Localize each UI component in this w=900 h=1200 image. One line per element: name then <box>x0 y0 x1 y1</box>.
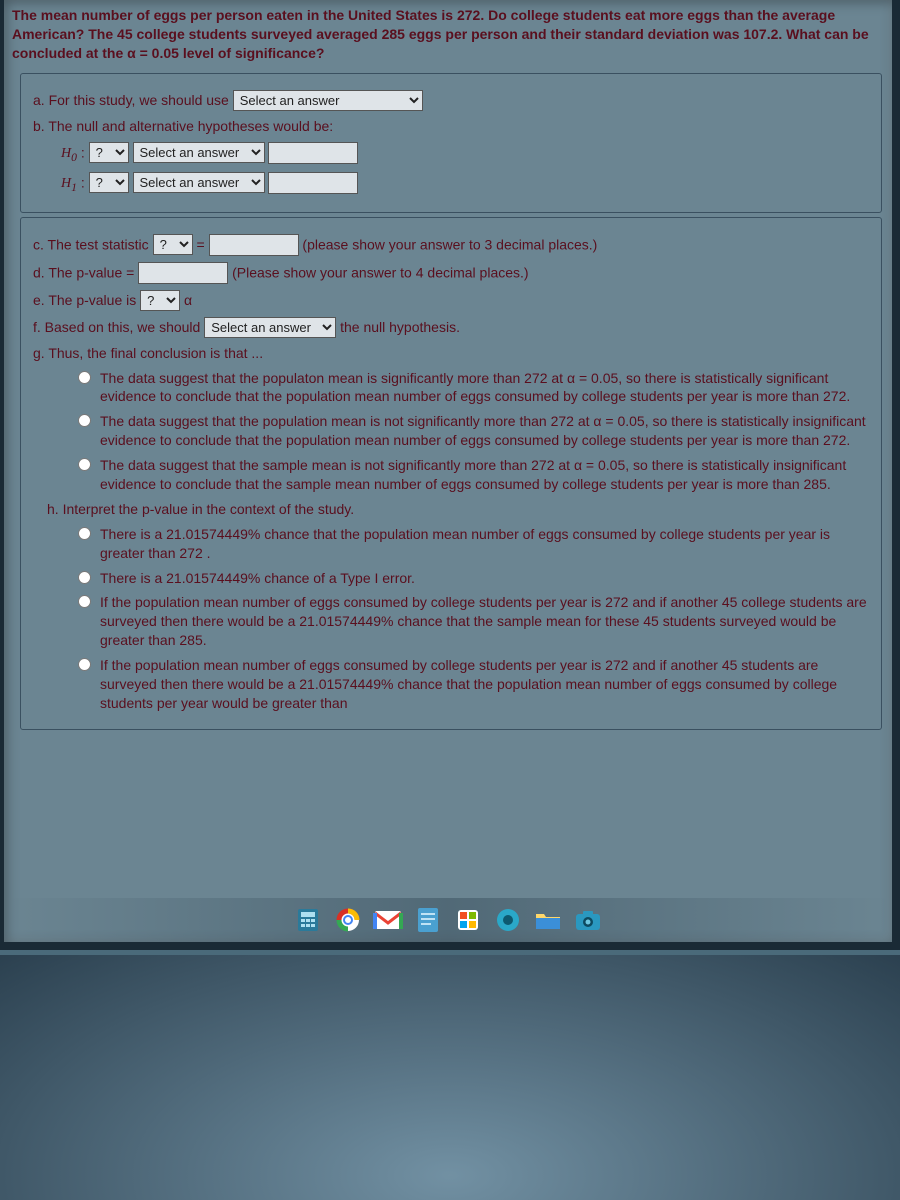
taskbar <box>4 898 892 942</box>
g-radio-1[interactable] <box>78 371 91 384</box>
notes-icon[interactable] <box>411 903 445 937</box>
h1-value-input[interactable] <box>268 172 358 194</box>
camera-icon[interactable] <box>571 903 605 937</box>
pvalue-compare-select[interactable]: ? <box>140 290 180 311</box>
decision-select[interactable]: Select an answer <box>204 317 336 338</box>
h-option-1[interactable]: There is a 21.01574449% chance that the … <box>73 525 869 563</box>
part-a-b-box: a. For this study, we should use Select … <box>20 73 882 213</box>
problem-statement: The mean number of eggs per person eaten… <box>12 6 884 63</box>
circle-icon[interactable] <box>491 903 525 937</box>
part-d-label: d. The p-value = <box>33 264 134 280</box>
h-option-2[interactable]: There is a 21.01574449% chance of a Type… <box>73 569 869 588</box>
test-stat-select[interactable]: ? <box>153 234 193 255</box>
g-option-3[interactable]: The data suggest that the sample mean is… <box>73 456 869 494</box>
office-icon[interactable] <box>451 903 485 937</box>
h0-param-select[interactable]: ? <box>89 142 129 163</box>
part-f-prefix: f. Based on this, we should <box>33 319 200 335</box>
h-label-4: If the population mean number of eggs co… <box>100 656 869 713</box>
g-label-3: The data suggest that the sample mean is… <box>100 456 869 494</box>
g-label-1: The data suggest that the populaton mean… <box>100 369 869 407</box>
part-a: a. For this study, we should use Select … <box>33 90 869 111</box>
gmail-icon[interactable] <box>371 903 405 937</box>
browser-icon[interactable] <box>331 903 365 937</box>
part-h-label: h. Interpret the p-value in the context … <box>47 500 869 519</box>
part-d-hint: (Please show your answer to 4 decimal pl… <box>232 264 528 280</box>
part-b-label: b. The null and alternative hypotheses w… <box>33 117 869 136</box>
part-g-label: g. Thus, the final conclusion is that ..… <box>33 344 869 363</box>
h1-row: H1 : ? Select an answer <box>61 172 869 196</box>
question-content: The mean number of eggs per person eaten… <box>4 0 892 730</box>
h-option-3[interactable]: If the population mean number of eggs co… <box>73 593 869 650</box>
equals-sign: = <box>196 236 204 252</box>
h1-symbol: H1 <box>61 176 77 191</box>
g-option-1[interactable]: The data suggest that the populaton mean… <box>73 369 869 407</box>
screen-glare <box>0 955 900 1200</box>
g-radio-3[interactable] <box>78 458 91 471</box>
part-c-hint: (please show your answer to 3 decimal pl… <box>302 236 597 252</box>
h-option-4[interactable]: If the population mean number of eggs co… <box>73 656 869 713</box>
h-radio-1[interactable] <box>78 527 91 540</box>
g-radio-2[interactable] <box>78 414 91 427</box>
part-e-label: e. The p-value is <box>33 292 136 308</box>
h-radio-3[interactable] <box>78 595 91 608</box>
h-label-1: There is a 21.01574449% chance that the … <box>100 525 869 563</box>
h-label-2: There is a 21.01574449% chance of a Type… <box>100 569 415 588</box>
calculator-icon[interactable] <box>291 903 325 937</box>
h-label-3: If the population mean number of eggs co… <box>100 593 869 650</box>
alpha-symbol: α <box>184 292 192 308</box>
h0-row: H0 : ? Select an answer <box>61 142 869 166</box>
h1-param-select[interactable]: ? <box>89 172 129 193</box>
app-window: The mean number of eggs per person eaten… <box>0 0 900 950</box>
g-label-2: The data suggest that the population mea… <box>100 412 869 450</box>
part-c-h-box: c. The test statistic ? = (please show y… <box>20 217 882 730</box>
part-c-label: c. The test statistic <box>33 236 149 252</box>
part-e: e. The p-value is ? α <box>33 290 869 311</box>
h-radio-4[interactable] <box>78 658 91 671</box>
pvalue-input[interactable] <box>138 262 228 284</box>
h-radio-2[interactable] <box>78 571 91 584</box>
h1-op-select[interactable]: Select an answer <box>133 172 265 193</box>
h0-op-select[interactable]: Select an answer <box>133 142 265 163</box>
test-stat-input[interactable] <box>209 234 299 256</box>
part-f-suffix: the null hypothesis. <box>340 319 460 335</box>
folder-icon[interactable] <box>531 903 565 937</box>
part-a-label: a. For this study, we should use <box>33 92 229 108</box>
part-d: d. The p-value = (Please show your answe… <box>33 262 869 284</box>
part-a-select[interactable]: Select an answer <box>233 90 423 111</box>
g-option-2[interactable]: The data suggest that the population mea… <box>73 412 869 450</box>
part-f: f. Based on this, we should Select an an… <box>33 317 869 338</box>
part-c: c. The test statistic ? = (please show y… <box>33 234 869 256</box>
h0-value-input[interactable] <box>268 142 358 164</box>
h0-symbol: H0 <box>61 146 77 161</box>
